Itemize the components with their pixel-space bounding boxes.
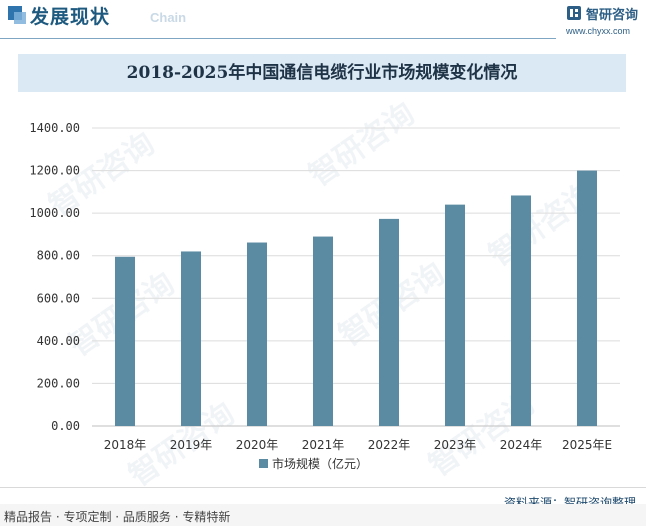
y-tick-label: 600.00 [37, 291, 80, 305]
legend-label: 市场规模（亿元） [272, 456, 368, 471]
section-subtitle: Chain [150, 10, 187, 25]
y-tick-label: 1000.00 [29, 206, 80, 220]
header-marker-icon [8, 6, 26, 24]
x-tick-label: 2021年 [302, 438, 345, 452]
x-tick-label: 2024年 [500, 438, 543, 452]
legend-swatch [259, 459, 268, 468]
y-tick-label: 0.00 [51, 419, 80, 433]
footer-tagline: 精品报告 · 专项定制 · 品质服务 · 专精特新 [4, 510, 231, 524]
y-tick-label: 400.00 [37, 334, 80, 348]
header-divider [0, 38, 556, 39]
y-tick-label: 800.00 [37, 249, 80, 263]
footer-bar [0, 504, 646, 526]
brand-logo-icon [567, 6, 581, 20]
bar [445, 204, 465, 426]
section-title: 发展现状 [30, 6, 111, 28]
brand-url[interactable]: www.chyxx.com [566, 26, 631, 36]
chart-title: 2018-2025年中国通信电缆行业市场规模变化情况 [18, 54, 626, 92]
bar [181, 251, 201, 426]
x-tick-label: 2018年 [104, 438, 147, 452]
bar [247, 242, 267, 426]
footer-divider [0, 487, 646, 488]
y-tick-label: 1200.00 [29, 164, 80, 178]
x-tick-label: 2023年 [434, 438, 477, 452]
bar [577, 170, 597, 426]
bar [313, 236, 333, 426]
bar [379, 218, 399, 426]
bar [511, 195, 531, 426]
x-tick-label: 2025年E [562, 438, 612, 452]
x-tick-label: 2022年 [368, 438, 411, 452]
y-tick-label: 1400.00 [29, 121, 80, 135]
brand-name: 智研咨询 [586, 8, 639, 23]
x-tick-label: 2019年 [170, 438, 213, 452]
y-tick-label: 200.00 [37, 376, 80, 390]
x-tick-label: 2020年 [236, 438, 279, 452]
bar [115, 256, 135, 426]
